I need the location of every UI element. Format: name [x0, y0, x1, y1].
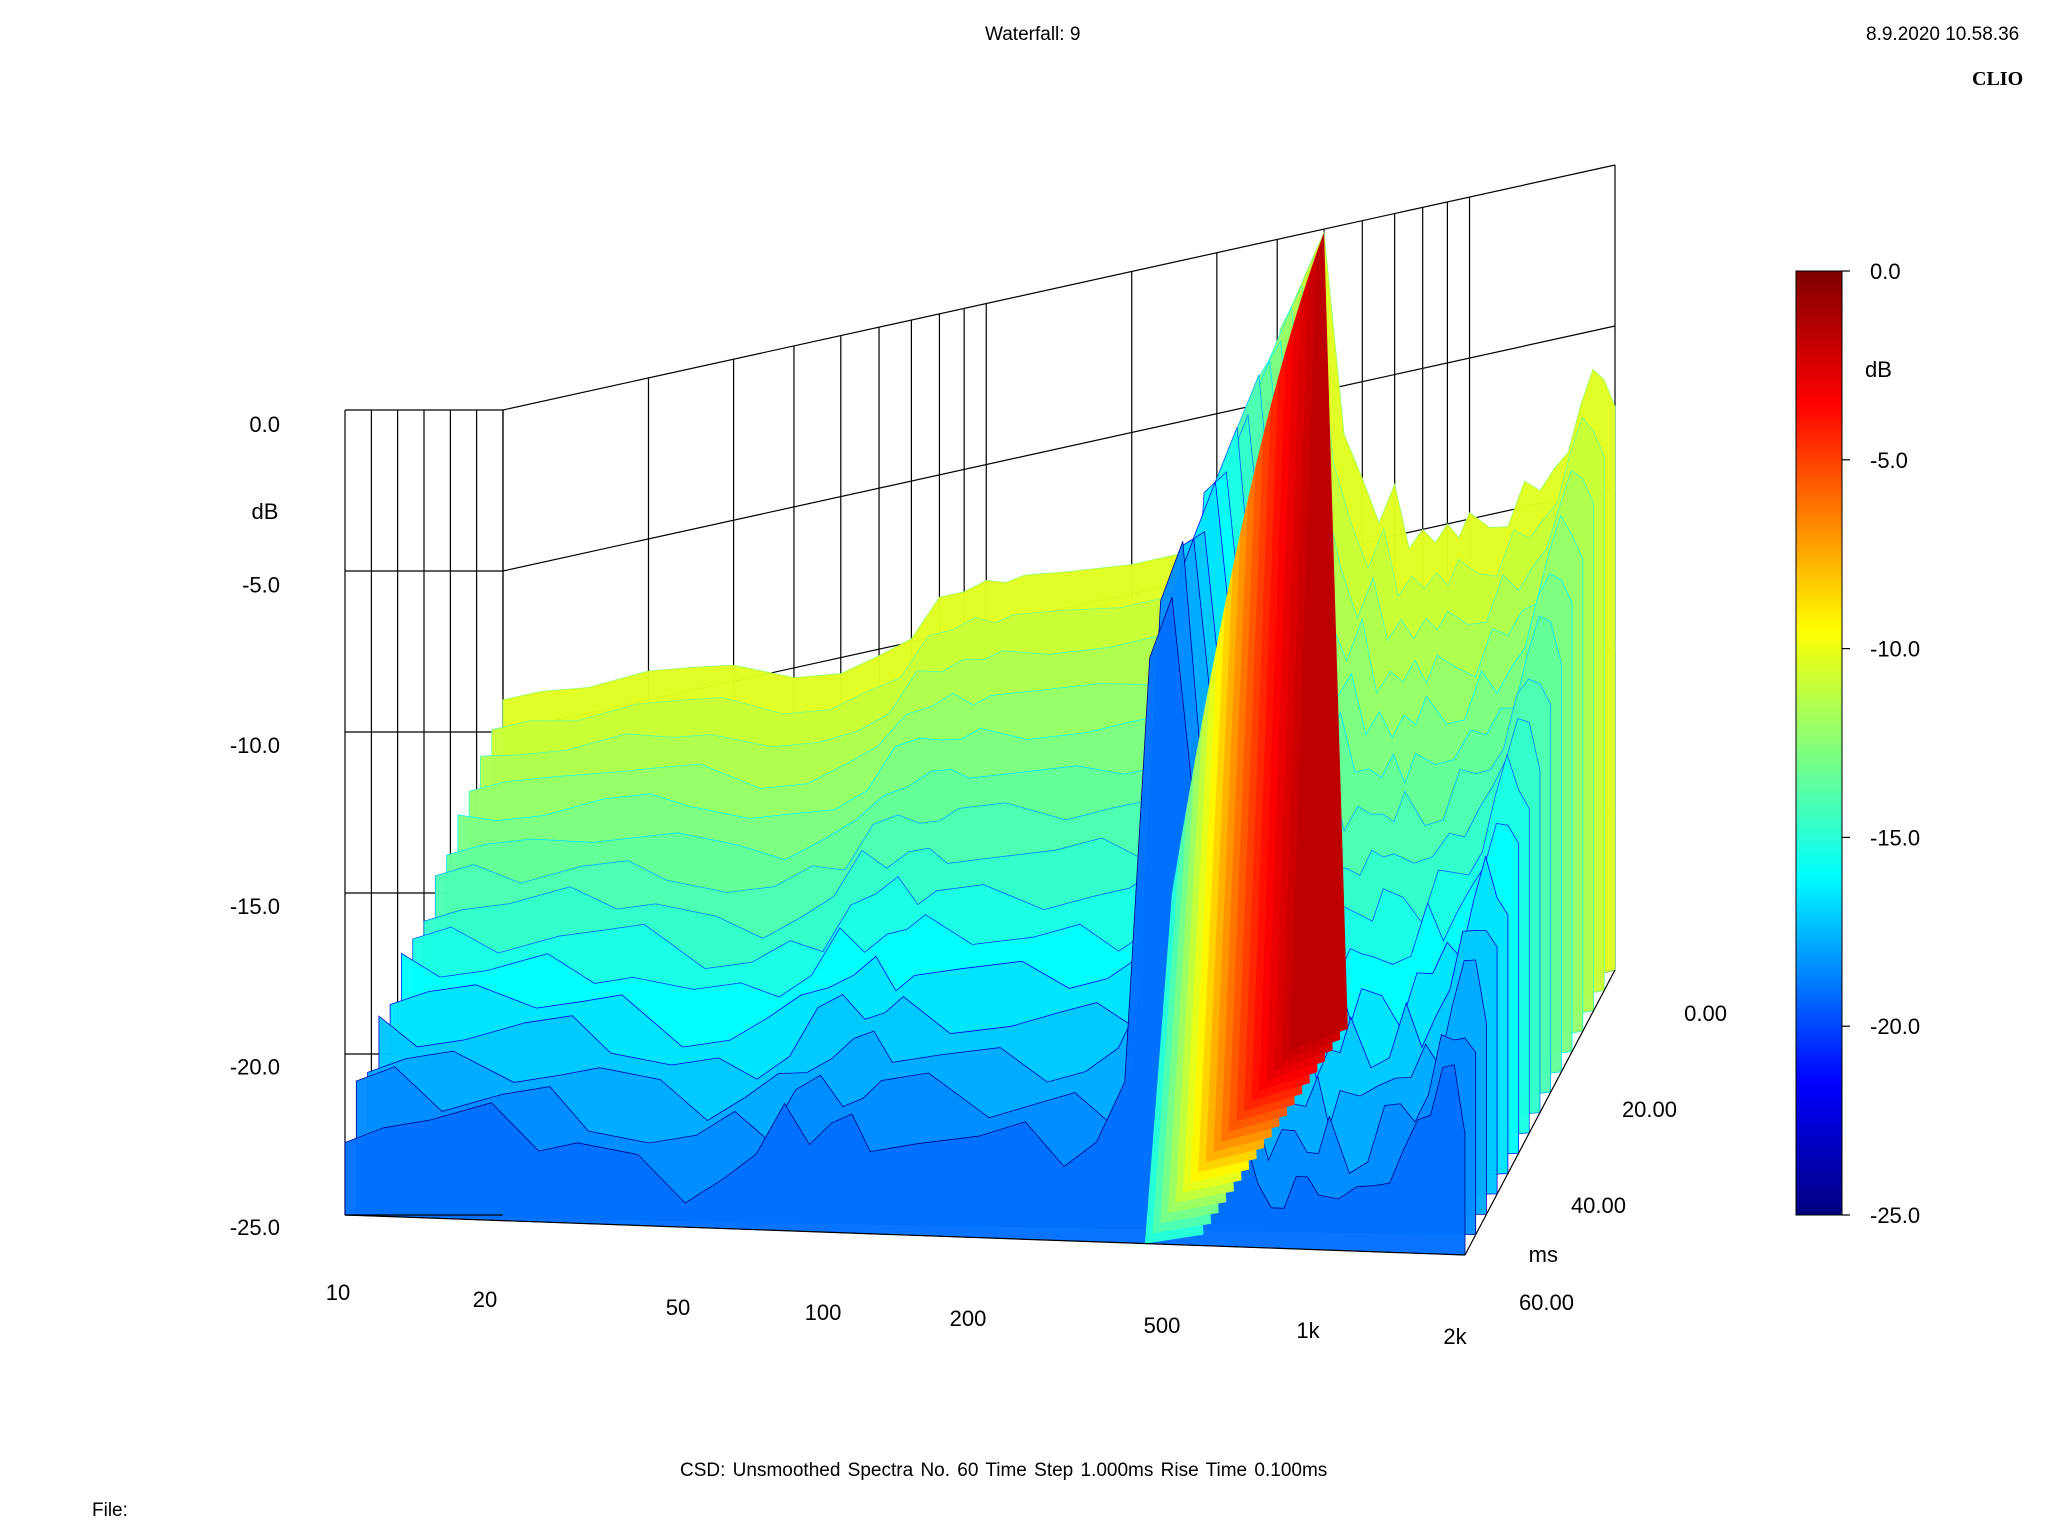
measurement-info: CSD: Unsmoothed Spectra No. 60 Time Step…	[680, 1460, 1328, 1481]
colorbar-gradient	[1795, 270, 1843, 1216]
x-tick-label: 10	[326, 1280, 350, 1305]
x-tick-label: 1k	[1296, 1318, 1320, 1343]
y-tick-label: -15.0	[230, 894, 280, 919]
x-tick-label: 500	[1144, 1313, 1181, 1338]
colorbar-unit: dB	[1865, 357, 1892, 382]
front-baseline	[344, 1214, 1466, 1256]
z-tick-label: 0.00	[1684, 1001, 1727, 1026]
z-tick-label: 20.00	[1622, 1097, 1677, 1122]
y-tick-label: -25.0	[230, 1215, 280, 1240]
y-tick-label: -5.0	[242, 573, 280, 598]
x-tick-label: 20	[473, 1287, 497, 1312]
right-baseline	[1464, 969, 1616, 1256]
colorbar-tick-label: -10.0	[1870, 637, 1920, 662]
colorbar-tick-label: -5.0	[1870, 448, 1908, 473]
grid-line-db	[345, 164, 1616, 411]
resonance-ridge	[1289, 232, 1348, 1051]
y-axis-unit: dB	[252, 499, 279, 524]
x-tick-label: 2k	[1443, 1324, 1467, 1349]
colorbar-tick-label: -25.0	[1870, 1203, 1920, 1228]
x-tick-label: 200	[950, 1306, 987, 1331]
colorbar-tick-label: 0.0	[1870, 259, 1901, 284]
chart-title: Waterfall: 9	[985, 24, 1081, 45]
waterfall-surface	[344, 230, 1616, 1256]
y-tick-label: 0.0	[249, 412, 280, 437]
axis-frame	[344, 969, 1616, 1256]
colorbar-tick-label: -20.0	[1870, 1014, 1920, 1039]
x-tick-label: 100	[805, 1300, 842, 1325]
file-label: File:	[92, 1500, 128, 1521]
colorbar-tick-label: -15.0	[1870, 825, 1920, 850]
z-tick-label: 60.00	[1519, 1290, 1574, 1315]
z-axis-unit: ms	[1529, 1242, 1558, 1267]
y-tick-label: -20.0	[230, 1054, 280, 1079]
colorbar	[1795, 270, 1850, 1216]
brand-logo: CLIO	[1972, 68, 2024, 90]
z-tick-label: 40.00	[1571, 1193, 1626, 1218]
x-tick-label: 50	[666, 1295, 690, 1320]
timestamp: 8.9.2020 10.58.36	[1866, 24, 2020, 45]
y-tick-label: -10.0	[230, 733, 280, 758]
